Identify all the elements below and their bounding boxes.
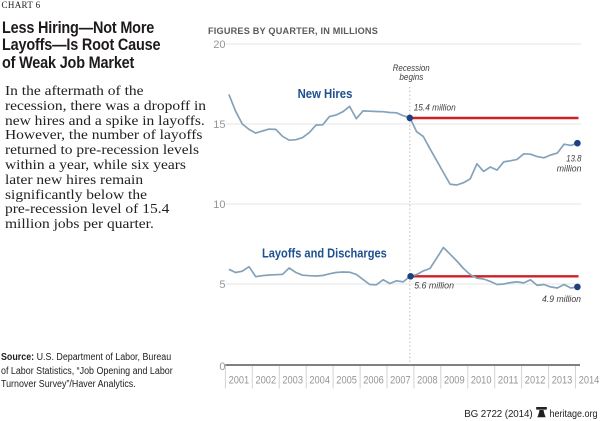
svg-text:2006: 2006 bbox=[363, 375, 384, 387]
svg-text:New Hires: New Hires bbox=[298, 86, 353, 101]
svg-text:2002: 2002 bbox=[256, 375, 277, 387]
svg-text:20: 20 bbox=[213, 39, 225, 51]
svg-text:2013: 2013 bbox=[552, 375, 573, 387]
svg-text:2014: 2014 bbox=[579, 375, 600, 387]
svg-text:15.4 million: 15.4 million bbox=[414, 103, 456, 113]
svg-text:million: million bbox=[557, 163, 582, 173]
svg-text:begins: begins bbox=[399, 72, 423, 82]
svg-text:5: 5 bbox=[219, 279, 225, 291]
svg-text:heritage.org: heritage.org bbox=[550, 409, 598, 420]
svg-text:4.9 million: 4.9 million bbox=[542, 294, 581, 304]
svg-text:Layoffs and Discharges: Layoffs and Discharges bbox=[262, 246, 387, 261]
svg-text:2008: 2008 bbox=[417, 375, 438, 387]
svg-text:2011: 2011 bbox=[498, 375, 519, 387]
svg-text:2001: 2001 bbox=[229, 375, 250, 387]
svg-text:Recession: Recession bbox=[393, 63, 430, 73]
svg-text:13.8: 13.8 bbox=[566, 153, 582, 163]
svg-text:2005: 2005 bbox=[336, 375, 357, 387]
svg-text:2009: 2009 bbox=[444, 375, 465, 387]
svg-text:2003: 2003 bbox=[282, 375, 303, 387]
svg-text:0: 0 bbox=[219, 361, 225, 373]
svg-text:2007: 2007 bbox=[390, 375, 411, 387]
svg-text:2010: 2010 bbox=[471, 375, 492, 387]
svg-text:2004: 2004 bbox=[309, 375, 330, 387]
svg-text:BG 2722 (2014): BG 2722 (2014) bbox=[464, 409, 532, 420]
svg-text:10: 10 bbox=[213, 199, 225, 211]
svg-text:5.6 million: 5.6 million bbox=[414, 280, 454, 290]
svg-text:15: 15 bbox=[213, 119, 225, 131]
svg-text:FIGURES BY QUARTER, IN MILLION: FIGURES BY QUARTER, IN MILLIONS bbox=[208, 26, 378, 36]
svg-text:2012: 2012 bbox=[525, 375, 546, 387]
